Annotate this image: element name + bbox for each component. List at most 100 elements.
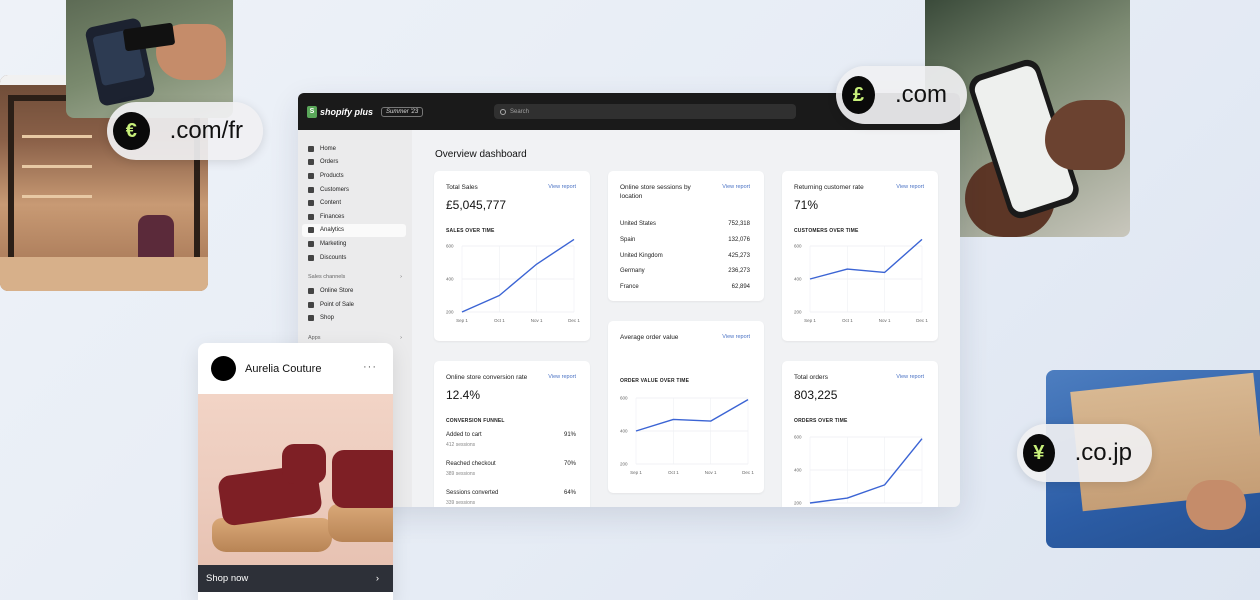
view-report-link[interactable]: View report xyxy=(548,184,576,190)
y-tick-label: 600 xyxy=(446,244,454,249)
main-content: Overview dashboard Total Sales View repo… xyxy=(412,130,960,507)
session-count: 62,894 xyxy=(731,284,750,291)
yen-icon: ¥ xyxy=(1023,434,1055,472)
chevron-right-icon: › xyxy=(400,274,402,281)
chart-label: ORDER VALUE OVER TIME xyxy=(620,378,690,384)
bank-icon xyxy=(308,213,314,220)
bar-chart-icon xyxy=(308,227,314,234)
total-orders-card: Total orders View report 803,225 ORDERS … xyxy=(782,361,938,507)
edition-badge: Summer '23 xyxy=(381,106,424,117)
card-title: Online store sessions by location xyxy=(620,184,691,200)
session-count: 425,273 xyxy=(728,252,750,259)
view-report-link[interactable]: View report xyxy=(722,184,750,190)
country-name: France xyxy=(620,284,639,291)
search-input[interactable]: Search xyxy=(494,104,796,119)
view-report-link[interactable]: View report xyxy=(548,374,576,380)
customers-over-time-chart: 200 400 600 Sep 1 Oct 1 Nov 1 Dec 1 xyxy=(794,238,928,323)
view-report-link[interactable]: View report xyxy=(896,374,924,380)
sidebar-item-discounts[interactable]: Discounts xyxy=(298,251,412,265)
card-payment-photo xyxy=(66,0,233,118)
order-value-over-time-chart: 200 400 600 Sep 1 Oct 1 Nov 1 Dec 1 xyxy=(620,396,754,476)
x-tick-label: Oct 1 xyxy=(668,470,679,475)
sidebar-item-orders[interactable]: Orders xyxy=(298,156,412,170)
total-sales-card: Total Sales View report £5,045,777 SALES… xyxy=(434,171,590,341)
domain-pill-fr: € .com/fr xyxy=(107,102,263,160)
location-row: France 62,894 xyxy=(620,284,750,290)
sidebar-item-customers[interactable]: Customers xyxy=(298,183,412,197)
total-sales-value: £5,045,777 xyxy=(446,198,507,212)
location-row: Germany 236,273 xyxy=(620,268,750,274)
chart-label: SALES OVER TIME xyxy=(446,228,495,234)
shopify-bag-icon: S xyxy=(307,105,317,118)
content-icon xyxy=(308,200,314,207)
brand-label: shopify plus xyxy=(320,106,374,117)
more-options-icon[interactable]: ··· xyxy=(363,361,377,373)
location-row: Spain 132,076 xyxy=(620,237,750,243)
search-placeholder: Search xyxy=(510,108,530,115)
conversion-rate-card: Online store conversion rate View report… xyxy=(434,361,590,507)
sidebar-item-label: Home xyxy=(320,145,337,152)
sales-channels-label: Sales channels xyxy=(308,274,346,281)
orders-icon xyxy=(308,159,314,166)
country-name: United States xyxy=(620,221,657,227)
sidebar-item-label: Marketing xyxy=(320,240,347,247)
sidebar-item-content[interactable]: Content xyxy=(298,196,412,210)
location-row: United Kingdom 425,273 xyxy=(620,253,750,259)
x-tick-label: Sep 1 xyxy=(804,318,816,323)
home-icon xyxy=(308,145,314,152)
pound-icon: £ xyxy=(842,76,875,114)
shop-now-button[interactable]: Shop now › xyxy=(198,565,393,592)
view-report-link[interactable]: View report xyxy=(896,184,924,190)
sidebar-item-label: Products xyxy=(320,172,344,179)
conversion-rate-value: 12.4% xyxy=(446,388,481,402)
y-tick-label: 400 xyxy=(446,277,454,282)
sidebar-item-products[interactable]: Products xyxy=(298,169,412,183)
apps-header[interactable]: Apps › xyxy=(298,331,412,345)
person-icon xyxy=(308,186,314,193)
sales-over-time-chart: 200 400 600 Sep 1 Oct 1 Nov 1 Dec 1 xyxy=(446,238,580,323)
x-tick-label: Oct 1 xyxy=(494,318,505,323)
funnel-row: Added to cart 91% 412 sessions xyxy=(446,432,576,448)
shop-now-label: Shop now xyxy=(206,573,249,584)
card-title: Total orders xyxy=(794,374,828,381)
sales-channels-header[interactable]: Sales channels › xyxy=(298,270,412,284)
channel-item-shop[interactable]: Shop xyxy=(298,312,412,326)
page-title: Overview dashboard xyxy=(435,149,527,160)
channel-item-online-store[interactable]: Online Store xyxy=(298,284,412,298)
funnel-step: Added to cart xyxy=(446,432,482,438)
y-tick-label: 200 xyxy=(794,310,802,315)
sidebar-item-analytics[interactable]: Analytics xyxy=(302,223,406,238)
sidebar-item-marketing[interactable]: Marketing xyxy=(298,237,412,251)
x-tick-label: Dec 1 xyxy=(568,318,580,323)
x-tick-label: Nov 1 xyxy=(705,470,717,475)
channel-item-label: Shop xyxy=(320,315,335,322)
session-count: 752,318 xyxy=(728,221,750,227)
funnel-sessions: 339 sessions xyxy=(446,500,476,506)
sidebar-item-label: Orders xyxy=(320,159,339,166)
series-line xyxy=(809,438,923,504)
domain-label: .com/fr xyxy=(169,117,243,144)
returning-customer-card: Returning customer rate View report 71% … xyxy=(782,171,938,341)
funnel-sessions: 412 sessions xyxy=(446,442,476,448)
sidebar-item-finances[interactable]: Finances xyxy=(298,210,412,224)
returning-rate-value: 71% xyxy=(794,198,819,212)
channel-item-point-of-sale[interactable]: Point of Sale xyxy=(298,298,412,312)
y-tick-label: 200 xyxy=(794,501,802,506)
admin-dashboard-window: S shopify plus Summer '23 Search Home Ord… xyxy=(298,93,960,507)
series-line xyxy=(635,399,749,432)
apps-label: Apps xyxy=(308,335,321,342)
funnel-percent: 70% xyxy=(563,461,576,467)
sidebar-item-home[interactable]: Home xyxy=(298,142,412,156)
avatar[interactable] xyxy=(211,356,236,381)
series-line xyxy=(809,238,923,280)
tag-icon xyxy=(308,172,314,179)
account-name[interactable]: Aurelia Couture xyxy=(245,363,322,375)
view-report-link[interactable]: View report xyxy=(722,334,750,340)
shopify-plus-logo[interactable]: S shopify plus xyxy=(307,105,374,118)
y-tick-label: 400 xyxy=(794,277,802,282)
x-tick-label: Dec 1 xyxy=(742,470,754,475)
session-count: 132,076 xyxy=(728,236,750,243)
chart-label: CUSTOMERS OVER TIME xyxy=(794,228,859,234)
chart-label: ORDERS OVER TIME xyxy=(794,418,848,424)
